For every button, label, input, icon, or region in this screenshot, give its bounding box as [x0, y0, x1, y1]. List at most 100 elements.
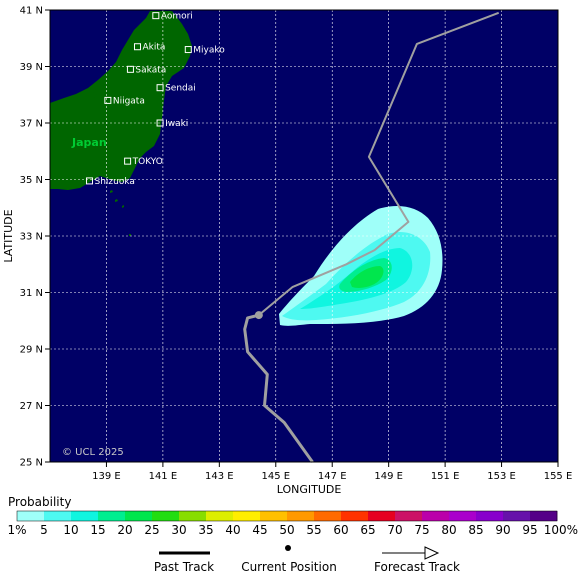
legend-swatch [17, 511, 45, 521]
city-label: Akita [142, 43, 165, 53]
city-marker-icon [184, 46, 192, 54]
legend-bar-border [16, 510, 558, 522]
city-marker-icon [104, 96, 112, 104]
legend-swatch [422, 511, 450, 521]
country-label: Japan [71, 136, 107, 149]
legend-label: 85 [468, 523, 483, 537]
legend-swatch [287, 511, 315, 521]
legend-swatch [314, 511, 342, 521]
forecast-track-key-label: Forecast Track [374, 560, 460, 574]
sado-island [92, 88, 98, 98]
forecast-track-line [258, 11, 500, 316]
legend-swatch [179, 511, 207, 521]
lon-tick-label: 149 E [374, 471, 403, 482]
city-marker-icon [126, 65, 134, 73]
legend-swatch [341, 511, 369, 521]
legend-label: 5 [40, 523, 48, 537]
city-label: Sakata [135, 65, 166, 75]
lat-tick-label: 29 N [20, 345, 43, 356]
legend-swatch [503, 511, 531, 521]
legend-label: 90 [495, 523, 510, 537]
city-marker-icon [133, 43, 141, 51]
lon-tick-label: 155 E [544, 471, 573, 482]
izu-islands [110, 190, 131, 236]
city-marker-icon [152, 12, 160, 20]
current-position-key-icon [285, 545, 291, 551]
legend-label: 50 [279, 523, 294, 537]
longitude-axis: 139 E 141 E 143 E 145 E 147 E 149 E 151 E 153 E… [92, 462, 572, 482]
past-track-key-label: Past Track [154, 560, 214, 574]
city-marker-icon [124, 157, 132, 165]
city-marker-icon [156, 119, 164, 127]
lon-tick-label: 143 E [205, 471, 234, 482]
city-label: Miyako [193, 46, 225, 56]
legend-label: 45 [252, 523, 267, 537]
legend-swatch [125, 511, 153, 521]
probability-shading [279, 206, 443, 326]
lat-tick-label: 25 N [20, 458, 43, 469]
lat-tick-label: 33 N [20, 232, 43, 243]
legend-label: 35 [198, 523, 213, 537]
lon-tick-label: 151 E [431, 471, 460, 482]
storm-track [243, 11, 500, 463]
legend-swatch [449, 511, 477, 521]
current-position-marker [254, 311, 263, 320]
legend-label: 40 [225, 523, 240, 537]
legend-label: 95 [522, 523, 537, 537]
city-label: Shizuoka [95, 177, 135, 187]
city-label: Aomori [161, 12, 193, 22]
honshu-landmass [50, 11, 192, 190]
city-label: Niigata [113, 96, 145, 106]
legend-label: 65 [360, 523, 375, 537]
lon-tick-label: 145 E [261, 471, 290, 482]
legend-swatch [71, 511, 99, 521]
legend-label: 30 [171, 523, 186, 537]
legend-swatch [98, 511, 126, 521]
legend-labels: 1% 5 10 15 20 25 30 35 40 45 50 55 60 65 70 75 80 85 90 95 1… [7, 523, 578, 537]
city-label: Iwaki [165, 119, 188, 129]
legend-swatch [530, 511, 558, 521]
map-plot-area: Aomori Akita Miyako Sakata Sendai Niigata Iwak… [49, 9, 559, 463]
lat-tick-label: 39 N [20, 62, 43, 73]
legend-label: 20 [117, 523, 132, 537]
legend-label: 100% [544, 523, 578, 537]
legend-label: 60 [333, 523, 348, 537]
land-masses [50, 11, 192, 236]
city-label: Sendai [165, 84, 196, 94]
lat-tick-label: 31 N [20, 288, 43, 299]
y-axis-title: LATITUDE [2, 209, 15, 262]
legend-swatch [233, 511, 261, 521]
lat-tick-label: 41 N [20, 6, 43, 17]
legend-label: 1% [7, 523, 26, 537]
probability-zone-20 [350, 266, 384, 288]
legend-swatch [395, 511, 423, 521]
legend-swatch [206, 511, 234, 521]
forecast-arrow-icon [424, 546, 440, 560]
legend-swatch [44, 511, 72, 521]
legend-swatch [152, 511, 180, 521]
legend-label: 70 [387, 523, 402, 537]
lon-tick-label: 153 E [487, 471, 516, 482]
lon-tick-label: 141 E [149, 471, 178, 482]
lat-tick-label: 27 N [20, 401, 43, 412]
legend-label: 75 [414, 523, 429, 537]
lon-tick-label: 139 E [92, 471, 121, 482]
lon-tick-label: 147 E [318, 471, 347, 482]
lat-tick-label: 37 N [20, 119, 43, 130]
hokkaido-edge [160, 11, 168, 13]
copyright-label: © UCL 2025 [62, 447, 124, 458]
city-marker-icon [156, 84, 164, 92]
legend-swatch [368, 511, 396, 521]
legend-label: 80 [441, 523, 456, 537]
city-markers: Aomori Akita Miyako Sakata Sendai Niigata Iwak… [86, 12, 225, 187]
x-axis-title: LONGITUDE [277, 483, 342, 496]
legend-swatch [260, 511, 288, 521]
probability-legend: Probability 1% 5 10 15 20 25 30 35 40 45 50 55 60 65 7… [7, 495, 578, 537]
legend-label: 55 [306, 523, 321, 537]
legend-title: Probability [8, 495, 71, 509]
current-position-key-label: Current Position [241, 560, 337, 574]
lat-tick-label: 35 N [20, 175, 43, 186]
past-track-line [243, 313, 314, 463]
track-key: Past Track Current Position Forecast Tra… [154, 545, 460, 574]
